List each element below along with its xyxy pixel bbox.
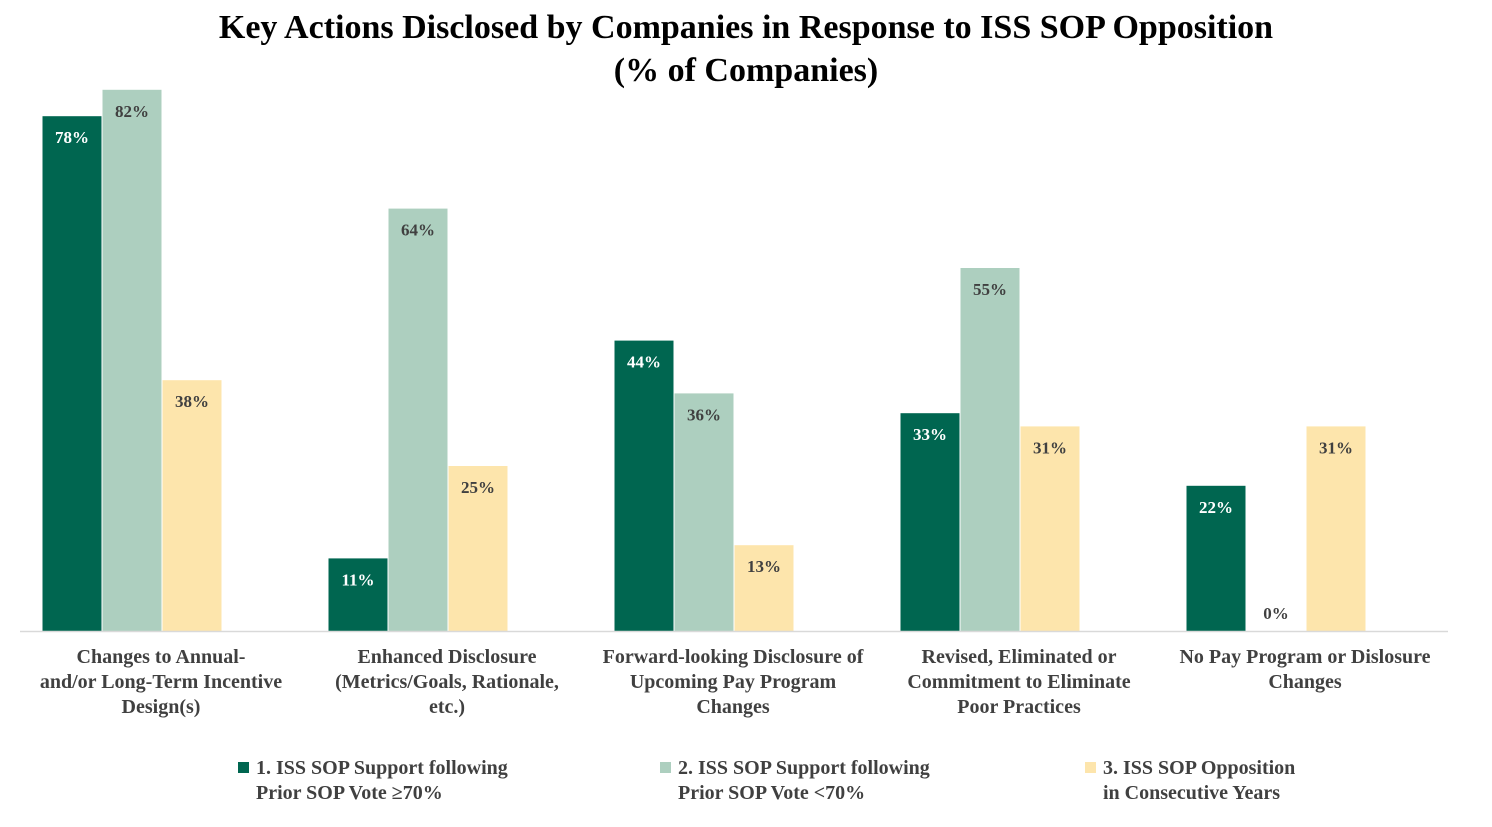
chart-subtitle: (% of Companies) <box>613 52 879 89</box>
data-label-series1-cat2: 11% <box>341 570 374 589</box>
bar-series2-cat4 <box>960 268 1020 631</box>
legend-label-2: 2. ISS SOP Support following Prior SOP V… <box>678 757 930 804</box>
data-label-series1-cat1: 78% <box>55 128 89 147</box>
bar-series2-cat3 <box>674 393 734 631</box>
data-label-series1-cat3: 44% <box>627 353 661 372</box>
chart-title-block: Key Actions Disclosed by Companies in Re… <box>0 6 1492 92</box>
data-label-series1-cat5: 22% <box>1199 498 1233 517</box>
legend-item-3: 3. ISS SOP Opposition in Consecutive Yea… <box>1085 756 1295 806</box>
bar-series2-cat1 <box>102 89 162 632</box>
x-tick-label-2: Enhanced Disclosure (Metrics/Goals, Rati… <box>335 646 559 718</box>
bar-series1-cat2 <box>328 558 388 631</box>
bar-series1-cat4 <box>900 413 960 631</box>
bar-series3-cat5 <box>1306 426 1366 631</box>
legend-swatch-3 <box>1085 762 1096 773</box>
data-label-series2-cat3: 36% <box>687 405 721 424</box>
data-label-series2-cat5: 0% <box>1263 604 1289 623</box>
bar-series1-cat1 <box>42 116 102 631</box>
x-tick-label-3: Forward-looking Disclosure of Upcoming P… <box>602 646 864 718</box>
legend-swatch-2 <box>660 762 671 773</box>
legend-item-1: 1. ISS SOP Support following Prior SOP V… <box>238 756 508 806</box>
data-label-series1-cat4: 33% <box>913 425 947 444</box>
chart-title: Key Actions Disclosed by Companies in Re… <box>218 9 1274 46</box>
bar-series3-cat1 <box>162 380 222 631</box>
bar-series3-cat3 <box>734 545 794 631</box>
data-label-series2-cat2: 64% <box>401 221 435 240</box>
legend-label-1: 1. ISS SOP Support following Prior SOP V… <box>256 757 508 804</box>
bar-series3-cat2 <box>448 466 508 631</box>
x-tick-label-4: Revised, Eliminated or Commitment to Eli… <box>907 646 1131 718</box>
bar-series1-cat3 <box>614 340 674 631</box>
legend-item-2: 2. ISS SOP Support following Prior SOP V… <box>660 756 930 806</box>
legend-label-3: 3. ISS SOP Opposition in Consecutive Yea… <box>1103 757 1296 804</box>
bar-series3-cat4 <box>1020 426 1080 631</box>
data-label-series3-cat1: 38% <box>175 392 209 411</box>
x-tick-label-1: Changes to Annual- and/or Long-Term Ince… <box>39 646 283 718</box>
data-label-series2-cat4: 55% <box>973 280 1007 299</box>
data-label-series3-cat2: 25% <box>461 478 495 497</box>
bar-series2-cat2 <box>388 208 448 631</box>
data-label-series3-cat3: 13% <box>747 557 781 576</box>
bar-series1-cat5 <box>1186 485 1246 631</box>
data-label-series3-cat5: 31% <box>1319 438 1353 457</box>
legend-swatch-1 <box>238 762 249 773</box>
x-tick-label-5: No Pay Program or Dislosure Changes <box>1179 646 1431 693</box>
data-label-series2-cat1: 82% <box>115 102 149 121</box>
data-label-series3-cat4: 31% <box>1033 438 1067 457</box>
